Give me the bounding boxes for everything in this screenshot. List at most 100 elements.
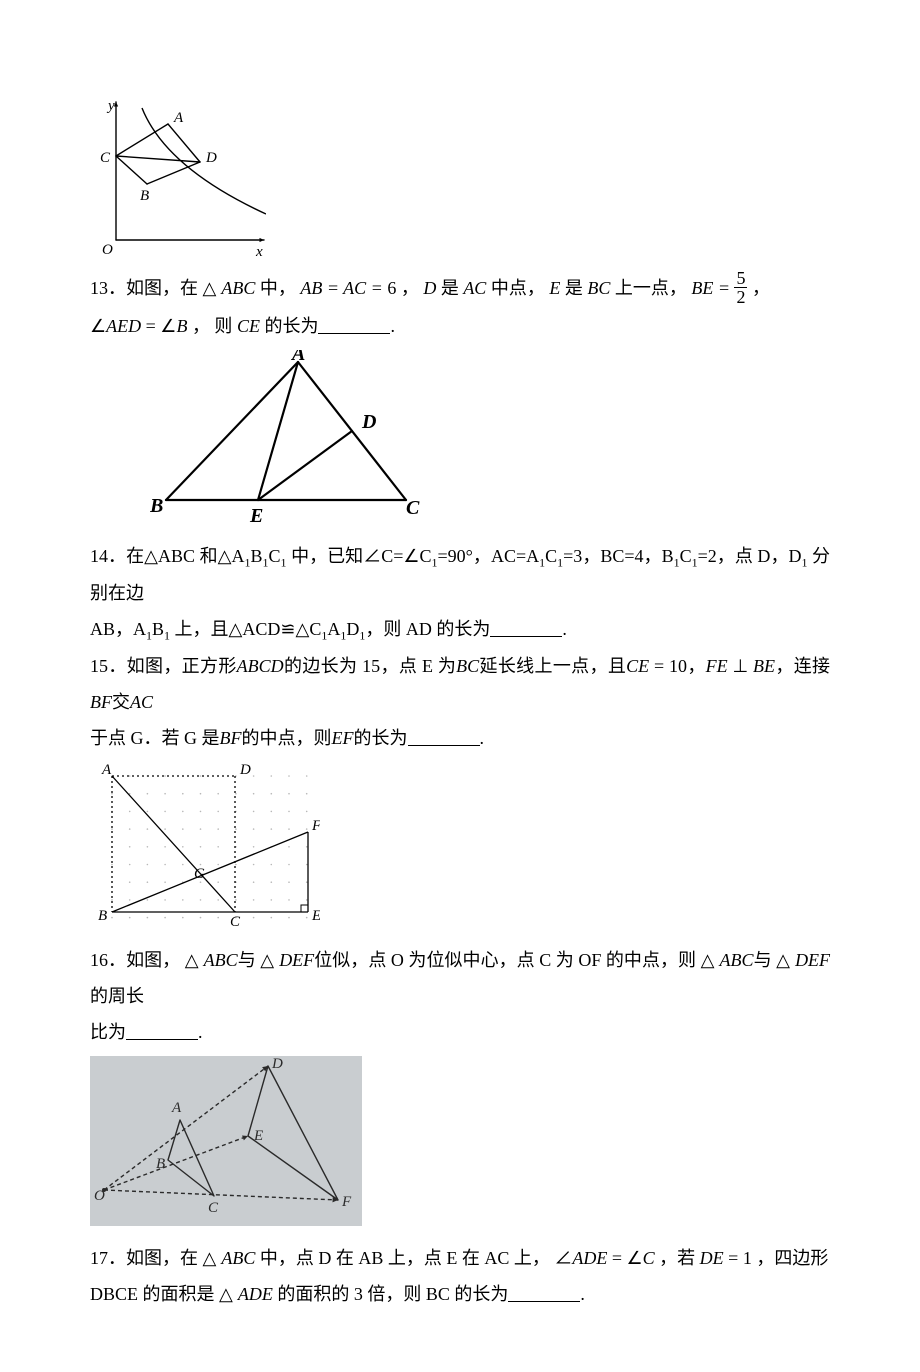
p16-t4: 与 — [754, 950, 777, 970]
p15-blank — [408, 744, 480, 746]
p13-t6: 是 — [560, 278, 587, 298]
figure-13-svg: A B C E D — [150, 350, 420, 524]
p15-CE: CE — [626, 656, 649, 676]
svg-text:E: E — [249, 505, 263, 524]
svg-text:C: C — [100, 150, 111, 166]
p14-blank — [490, 635, 562, 637]
p17-ADE: ADE — [572, 1248, 607, 1268]
p17-period: . — [580, 1284, 585, 1304]
p15-BE: BE — [753, 656, 775, 676]
p15-EF: EF — [332, 728, 354, 748]
p14-C1c: C — [680, 546, 692, 566]
p14-l2a: AB，A — [90, 619, 146, 639]
p14-t9: =3，BC=4，B — [563, 546, 673, 566]
p17-ABC: ABC — [221, 1248, 255, 1268]
p13-frac: 52 — [734, 269, 747, 306]
p13-t7: 上一点， — [610, 278, 691, 298]
p13-blank — [318, 332, 390, 334]
figure-12-svg: OxyABCD — [90, 96, 266, 256]
svg-text:D: D — [361, 411, 376, 433]
p17-t1: 如图，在 — [126, 1248, 203, 1268]
p17-l2a: DBCE 的面积是 — [90, 1284, 219, 1304]
svg-text:D: D — [271, 1056, 283, 1072]
p15-num: 15． — [90, 656, 127, 676]
p16-DEF2: DEF — [795, 950, 830, 970]
triangle-symbol: △ — [203, 278, 222, 298]
problem-13: 13．如图，在 △ ABC 中， AB = AC = 6 ， D 是 AC 中点… — [90, 270, 830, 344]
svg-text:E: E — [253, 1128, 263, 1144]
p13-eq1: AB = AC = — [300, 278, 387, 298]
problem-16: 16．如图， △ ABC与 △ DEF位似，点 O 为位似中心，点 C 为 OF… — [90, 942, 830, 1050]
p13-CE: CE — [237, 316, 260, 336]
p17-t2: 中，点 D 在 AB 上，点 E 在 AC 上， — [255, 1248, 554, 1268]
p14-t7: =90°，AC=A — [438, 546, 540, 566]
figure-12: OxyABCD — [90, 96, 830, 256]
p16-t5: 的周长 — [90, 986, 144, 1006]
p15-BC: BC — [456, 656, 479, 676]
p16-t1: 如图， — [126, 950, 185, 970]
p13-ABC: ABC — [221, 278, 255, 298]
p17-eq: = ∠ — [607, 1248, 642, 1268]
svg-text:A: A — [173, 110, 184, 126]
p13-BE: BE = — [691, 278, 734, 298]
p15-t5: ，连接 — [775, 656, 830, 676]
p17-tri1: △ — [203, 1248, 222, 1268]
p16-tri1: △ — [185, 950, 204, 970]
p15-ABCD: ABCD — [237, 656, 284, 676]
p14-l2e: C — [309, 619, 321, 639]
svg-text:F: F — [311, 818, 320, 834]
p16-t3: 位似，点 O 为位似中心，点 C 为 OF 的中点，则 — [314, 950, 700, 970]
figure-15: ADBCEFG — [90, 762, 830, 928]
p13-t5: 中点， — [486, 278, 549, 298]
svg-text:B: B — [98, 908, 107, 924]
p14-l2b: B — [152, 619, 164, 639]
p14-t6: 中，已知∠C=∠C — [287, 546, 432, 566]
svg-text:G: G — [194, 866, 205, 882]
svg-text:A: A — [101, 762, 112, 778]
p15-l2a: 于点 G．若 G 是 — [90, 728, 220, 748]
p14-l2c: 上，且 — [170, 619, 229, 639]
svg-text:x: x — [255, 244, 263, 256]
figure-16-svg: OABCDEF — [90, 1056, 362, 1226]
figure-16: OABCDEF — [90, 1056, 830, 1226]
p14-B1a: B — [251, 546, 263, 566]
p13-eqang: = ∠ — [141, 316, 176, 336]
p13-E: E — [549, 278, 560, 298]
p15-period: . — [480, 728, 485, 748]
p13-AC: AC — [463, 278, 486, 298]
figure-13: A B C E D — [150, 350, 830, 524]
p15-l2c: 的长为 — [354, 728, 408, 748]
p13-l2d: 的长为 — [260, 316, 319, 336]
svg-text:A: A — [290, 350, 305, 365]
p13-ang1: ∠ — [90, 316, 106, 336]
svg-text:C: C — [230, 914, 241, 928]
p14-l2d: ACD — [242, 619, 280, 639]
p14-tri3: △ — [229, 619, 243, 639]
p17-t4: = 1 ，四边形 — [724, 1248, 829, 1268]
figure-15-svg: ADBCEFG — [90, 762, 320, 928]
p14-cong: ≌ — [280, 619, 295, 639]
p13-t3: ， — [396, 278, 423, 298]
problem-17: 17．如图，在 △ ABC 中，点 D 在 AB 上，点 E 在 AC 上， ∠… — [90, 1240, 830, 1312]
page-content: OxyABCD 13．如图，在 △ ABC 中， AB = AC = 6 ， D… — [0, 0, 920, 1372]
p17-blank — [508, 1300, 580, 1302]
problem-15: 15．如图，正方形ABCD的边长为 15，点 E 为BC延长线上一点，且CE =… — [90, 648, 830, 756]
p16-tri2: △ — [260, 950, 279, 970]
svg-text:C: C — [406, 497, 420, 519]
p16-tri3: △ — [701, 950, 720, 970]
p13-BC: BC — [587, 278, 610, 298]
p14-tri2: △ — [218, 546, 232, 566]
p15-t2: 的边长为 15，点 E 为 — [284, 656, 456, 676]
p17-DE: DE — [700, 1248, 724, 1268]
svg-text:B: B — [150, 495, 163, 517]
p14-t1: 在 — [126, 546, 144, 566]
p17-ADE2: ADE — [238, 1284, 273, 1304]
p13-num: 13． — [90, 278, 126, 298]
p16-DEF: DEF — [279, 950, 314, 970]
p16-t2: 与 — [238, 950, 261, 970]
p17-l2b: 的面积的 3 倍，则 BC 的长为 — [273, 1284, 509, 1304]
p13-Bang: B — [176, 316, 187, 336]
p14-num: 14． — [90, 546, 126, 566]
p15-t1: 如图，正方形 — [127, 656, 237, 676]
p17-ang1: ∠ — [554, 1248, 572, 1268]
